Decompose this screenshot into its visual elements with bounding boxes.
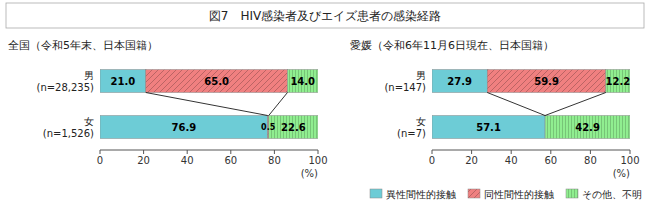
x-tick <box>187 150 188 154</box>
x-tick <box>471 150 472 154</box>
category-label: 男(n=147) <box>384 70 426 93</box>
category-label-line: (n=1,526) <box>43 128 94 139</box>
legend-swatch <box>566 189 578 198</box>
bar-segment <box>545 116 630 139</box>
bar-segment <box>606 70 630 93</box>
category-label-line: (n=147) <box>384 82 426 93</box>
x-tick <box>630 150 631 154</box>
chart-subtitle: 愛媛（令和6年11月6日現在、日本国籍） <box>350 39 554 52</box>
category-label: 女(n=1,526) <box>43 116 94 139</box>
x-tick-label: 100 <box>620 155 639 166</box>
x-tick-label: 80 <box>268 155 281 166</box>
bar-segment <box>287 70 318 93</box>
bars <box>432 70 630 139</box>
data-label: 22.6 <box>281 122 306 133</box>
bar-segment <box>432 116 545 139</box>
connector-line <box>269 93 288 116</box>
legend-label: 同性間性的接触 <box>484 189 554 200</box>
legend-label: その他、不明 <box>582 189 642 200</box>
data-label: 12.2 <box>606 76 631 87</box>
legend-swatch <box>468 189 480 198</box>
chart-panel: 全国（令和5年末、日本国籍） 0 20 40 60 80 100 (%) 男(n=28,235)… <box>8 39 328 179</box>
x-axis-label: (%) <box>301 168 318 179</box>
category-label-line: (n=7) <box>397 128 426 139</box>
chart-title: 図7 HIV感染者及びエイズ患者の感染経路 <box>209 9 441 23</box>
x-axis-label: (%) <box>613 168 630 179</box>
x-tick <box>230 150 231 154</box>
data-label: 42.9 <box>575 122 600 133</box>
data-label: 65.0 <box>204 76 229 87</box>
x-tick <box>590 150 591 154</box>
x-tick-label: 60 <box>224 155 237 166</box>
legend-swatch <box>370 189 382 198</box>
x-tick <box>274 150 275 154</box>
connector-lines <box>146 93 288 116</box>
data-label: 0.5 <box>261 123 276 132</box>
legend-label: 異性間性的接触 <box>386 189 456 200</box>
category-label-line: 男 <box>84 70 94 81</box>
category-label-line: (n=28,235) <box>36 82 94 93</box>
x-tick-label: 80 <box>584 155 597 166</box>
title-box <box>6 3 644 28</box>
data-label: 27.9 <box>447 76 472 87</box>
x-tick <box>511 150 512 154</box>
data-label: 21.0 <box>111 76 136 87</box>
x-tick-label: 100 <box>308 155 327 166</box>
x-axis-line <box>100 150 318 151</box>
x-tick <box>550 150 551 154</box>
chart-container: 図7 HIV感染者及びエイズ患者の感染経路全国（令和5年末、日本国籍） 0 20 40… <box>0 0 650 206</box>
x-tick <box>432 150 433 154</box>
data-label: 14.0 <box>290 76 315 87</box>
x-tick-label: 0 <box>97 155 103 166</box>
bar-segment <box>100 70 146 93</box>
bar-segment <box>487 70 606 93</box>
chart-panel: 愛媛（令和6年11月6日現在、日本国籍） 0 20 40 60 80 100 (%) 男(n=1… <box>350 39 640 179</box>
bar-segment <box>432 70 487 93</box>
connector-line <box>146 93 268 116</box>
data-label: 76.9 <box>171 122 196 133</box>
data-label: 57.1 <box>476 122 501 133</box>
connector-line <box>545 93 606 116</box>
category-label-line: 男 <box>416 70 426 81</box>
x-tick <box>143 150 144 154</box>
x-axis-line <box>432 150 630 151</box>
x-tick-label: 40 <box>181 155 194 166</box>
connector-lines <box>487 93 606 116</box>
x-tick <box>100 150 101 154</box>
x-tick-label: 0 <box>429 155 435 166</box>
bar-segment <box>100 116 268 139</box>
bars <box>100 70 318 139</box>
category-label-line: 女 <box>84 116 94 127</box>
data-labels: 27.9 59.9 12.2 57.1 42.9 <box>447 76 630 133</box>
connector-line <box>487 93 545 116</box>
bar-segment <box>146 70 288 93</box>
chart-subtitle: 全国（令和5年末、日本国籍） <box>8 39 158 52</box>
x-tick <box>318 150 319 154</box>
data-label: 59.9 <box>534 76 559 87</box>
data-labels: 21.0 65.0 14.0 76.9 0.5 22.6 <box>111 76 316 133</box>
category-label-line: 女 <box>416 116 426 127</box>
x-tick-label: 60 <box>544 155 557 166</box>
x-tick-label: 20 <box>465 155 478 166</box>
bar-segment <box>269 116 318 139</box>
legend: 異性間性的接触 同性間性的接触 その他、不明 <box>370 189 642 200</box>
category-label: 男(n=28,235) <box>36 70 94 93</box>
x-tick-label: 20 <box>137 155 150 166</box>
x-tick-label: 40 <box>505 155 518 166</box>
category-label: 女(n=7) <box>397 116 426 139</box>
chart-svg: 図7 HIV感染者及びエイズ患者の感染経路全国（令和5年末、日本国籍） 0 20 40… <box>0 0 650 206</box>
